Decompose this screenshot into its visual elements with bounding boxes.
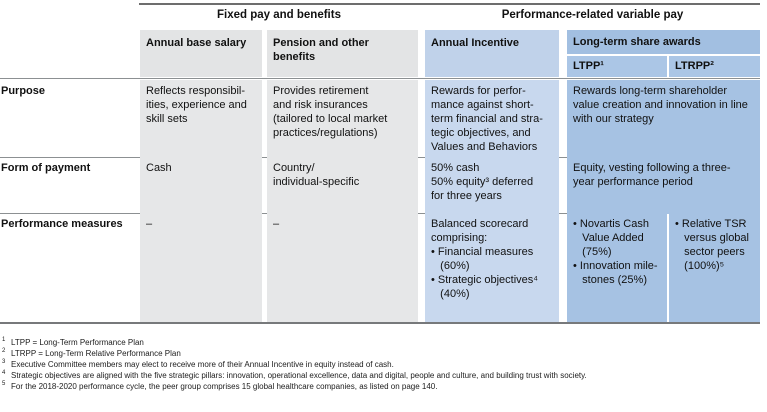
footnote-1: 1 LTPP = Long-Term Performance Plan bbox=[2, 335, 144, 349]
cell-purpose-pension: Provides retirement and risk insurances … bbox=[273, 85, 388, 139]
cell-form-pension: Country/ individual-specific bbox=[273, 162, 360, 188]
footnote-3-text: Executive Committee members may elect to… bbox=[11, 360, 394, 369]
cell-perf-pension: – bbox=[273, 218, 280, 230]
cell-purpose-base-salary: Reflects responsibil- ities, experience … bbox=[146, 85, 247, 125]
header-cell-pension bbox=[267, 30, 418, 77]
footnote-5-text: For the 2018-2020 performance cycle, the… bbox=[11, 382, 438, 391]
cell-purpose-long-term: Rewards long-term shareholder value crea… bbox=[573, 85, 748, 125]
cell-form-base-salary: Cash bbox=[146, 162, 172, 174]
footnote-3: 3 Executive Committee members may elect t… bbox=[2, 357, 394, 371]
row-label-form-of-payment: Form of payment bbox=[1, 162, 91, 174]
cell-form-long-term: Equity, vesting following a three- year … bbox=[573, 162, 731, 188]
footnote-5: 5 For the 2018-2020 performance cycle, th… bbox=[2, 379, 437, 393]
footnote-5-marker: 5 bbox=[2, 381, 6, 387]
header-cell-ltpp bbox=[567, 56, 667, 77]
column-header-ltrpp: LTRPP² bbox=[675, 60, 714, 72]
footnote-3-marker: 3 bbox=[2, 359, 6, 365]
header-cell-long-term bbox=[567, 30, 760, 54]
column-header-long-term: Long-term share awards bbox=[573, 36, 701, 48]
footnote-4-marker: 4 bbox=[2, 370, 6, 376]
header-body-divider bbox=[0, 78, 760, 79]
cell-perf-annual-incentive: Balanced scorecard comprising: • Financi… bbox=[431, 218, 539, 300]
footnote-4-text: Strategic objectives are aligned with th… bbox=[11, 371, 587, 380]
table-bottom-rule bbox=[0, 322, 760, 324]
footnote-2-text: LTRPP = Long-Term Relative Performance P… bbox=[11, 349, 181, 358]
column-background-long-term bbox=[567, 80, 760, 322]
cell-perf-ltrpp: • Relative TSR versus global sector peer… bbox=[675, 218, 749, 272]
ltpp-ltrpp-cell-divider bbox=[667, 214, 669, 322]
group-header-fixed-pay: Fixed pay and benefits bbox=[217, 9, 341, 21]
column-header-base-salary: Annual base salary bbox=[146, 37, 247, 49]
cell-perf-ltpp: • Novartis Cash Value Added (75%) • Inno… bbox=[573, 218, 658, 286]
column-header-ltpp: LTPP¹ bbox=[573, 60, 604, 72]
row-label-purpose: Purpose bbox=[1, 85, 46, 97]
cell-perf-base-salary: – bbox=[146, 218, 153, 230]
column-header-annual-incentive: Annual Incentive bbox=[431, 37, 520, 49]
header-cell-base-salary bbox=[140, 30, 262, 77]
header-cell-annual-incentive bbox=[425, 30, 559, 77]
footnote-2-marker: 2 bbox=[2, 348, 6, 354]
footnote-2: 2 LTRPP = Long-Term Relative Performance … bbox=[2, 346, 181, 360]
column-background-annual-incentive bbox=[425, 80, 559, 322]
column-header-pension: Pension and other benefits bbox=[273, 37, 369, 63]
column-background-pension bbox=[267, 80, 418, 322]
cell-form-annual-incentive: 50% cash 50% equity³ deferred for three … bbox=[431, 162, 534, 202]
footnote-4: 4 Strategic objectives are aligned with t… bbox=[2, 368, 587, 382]
header-cell-ltrpp bbox=[669, 56, 760, 77]
footnote-1-text: LTPP = Long-Term Performance Plan bbox=[11, 338, 144, 347]
column-background-base-salary bbox=[140, 80, 262, 322]
row-label-performance-measures: Performance measures bbox=[1, 218, 123, 230]
group-header-variable-pay: Performance-related variable pay bbox=[501, 9, 684, 21]
footnote-1-marker: 1 bbox=[2, 337, 6, 343]
table-top-rule bbox=[139, 3, 760, 5]
cell-purpose-annual-incentive: Rewards for perfor- mance against short-… bbox=[431, 85, 543, 153]
